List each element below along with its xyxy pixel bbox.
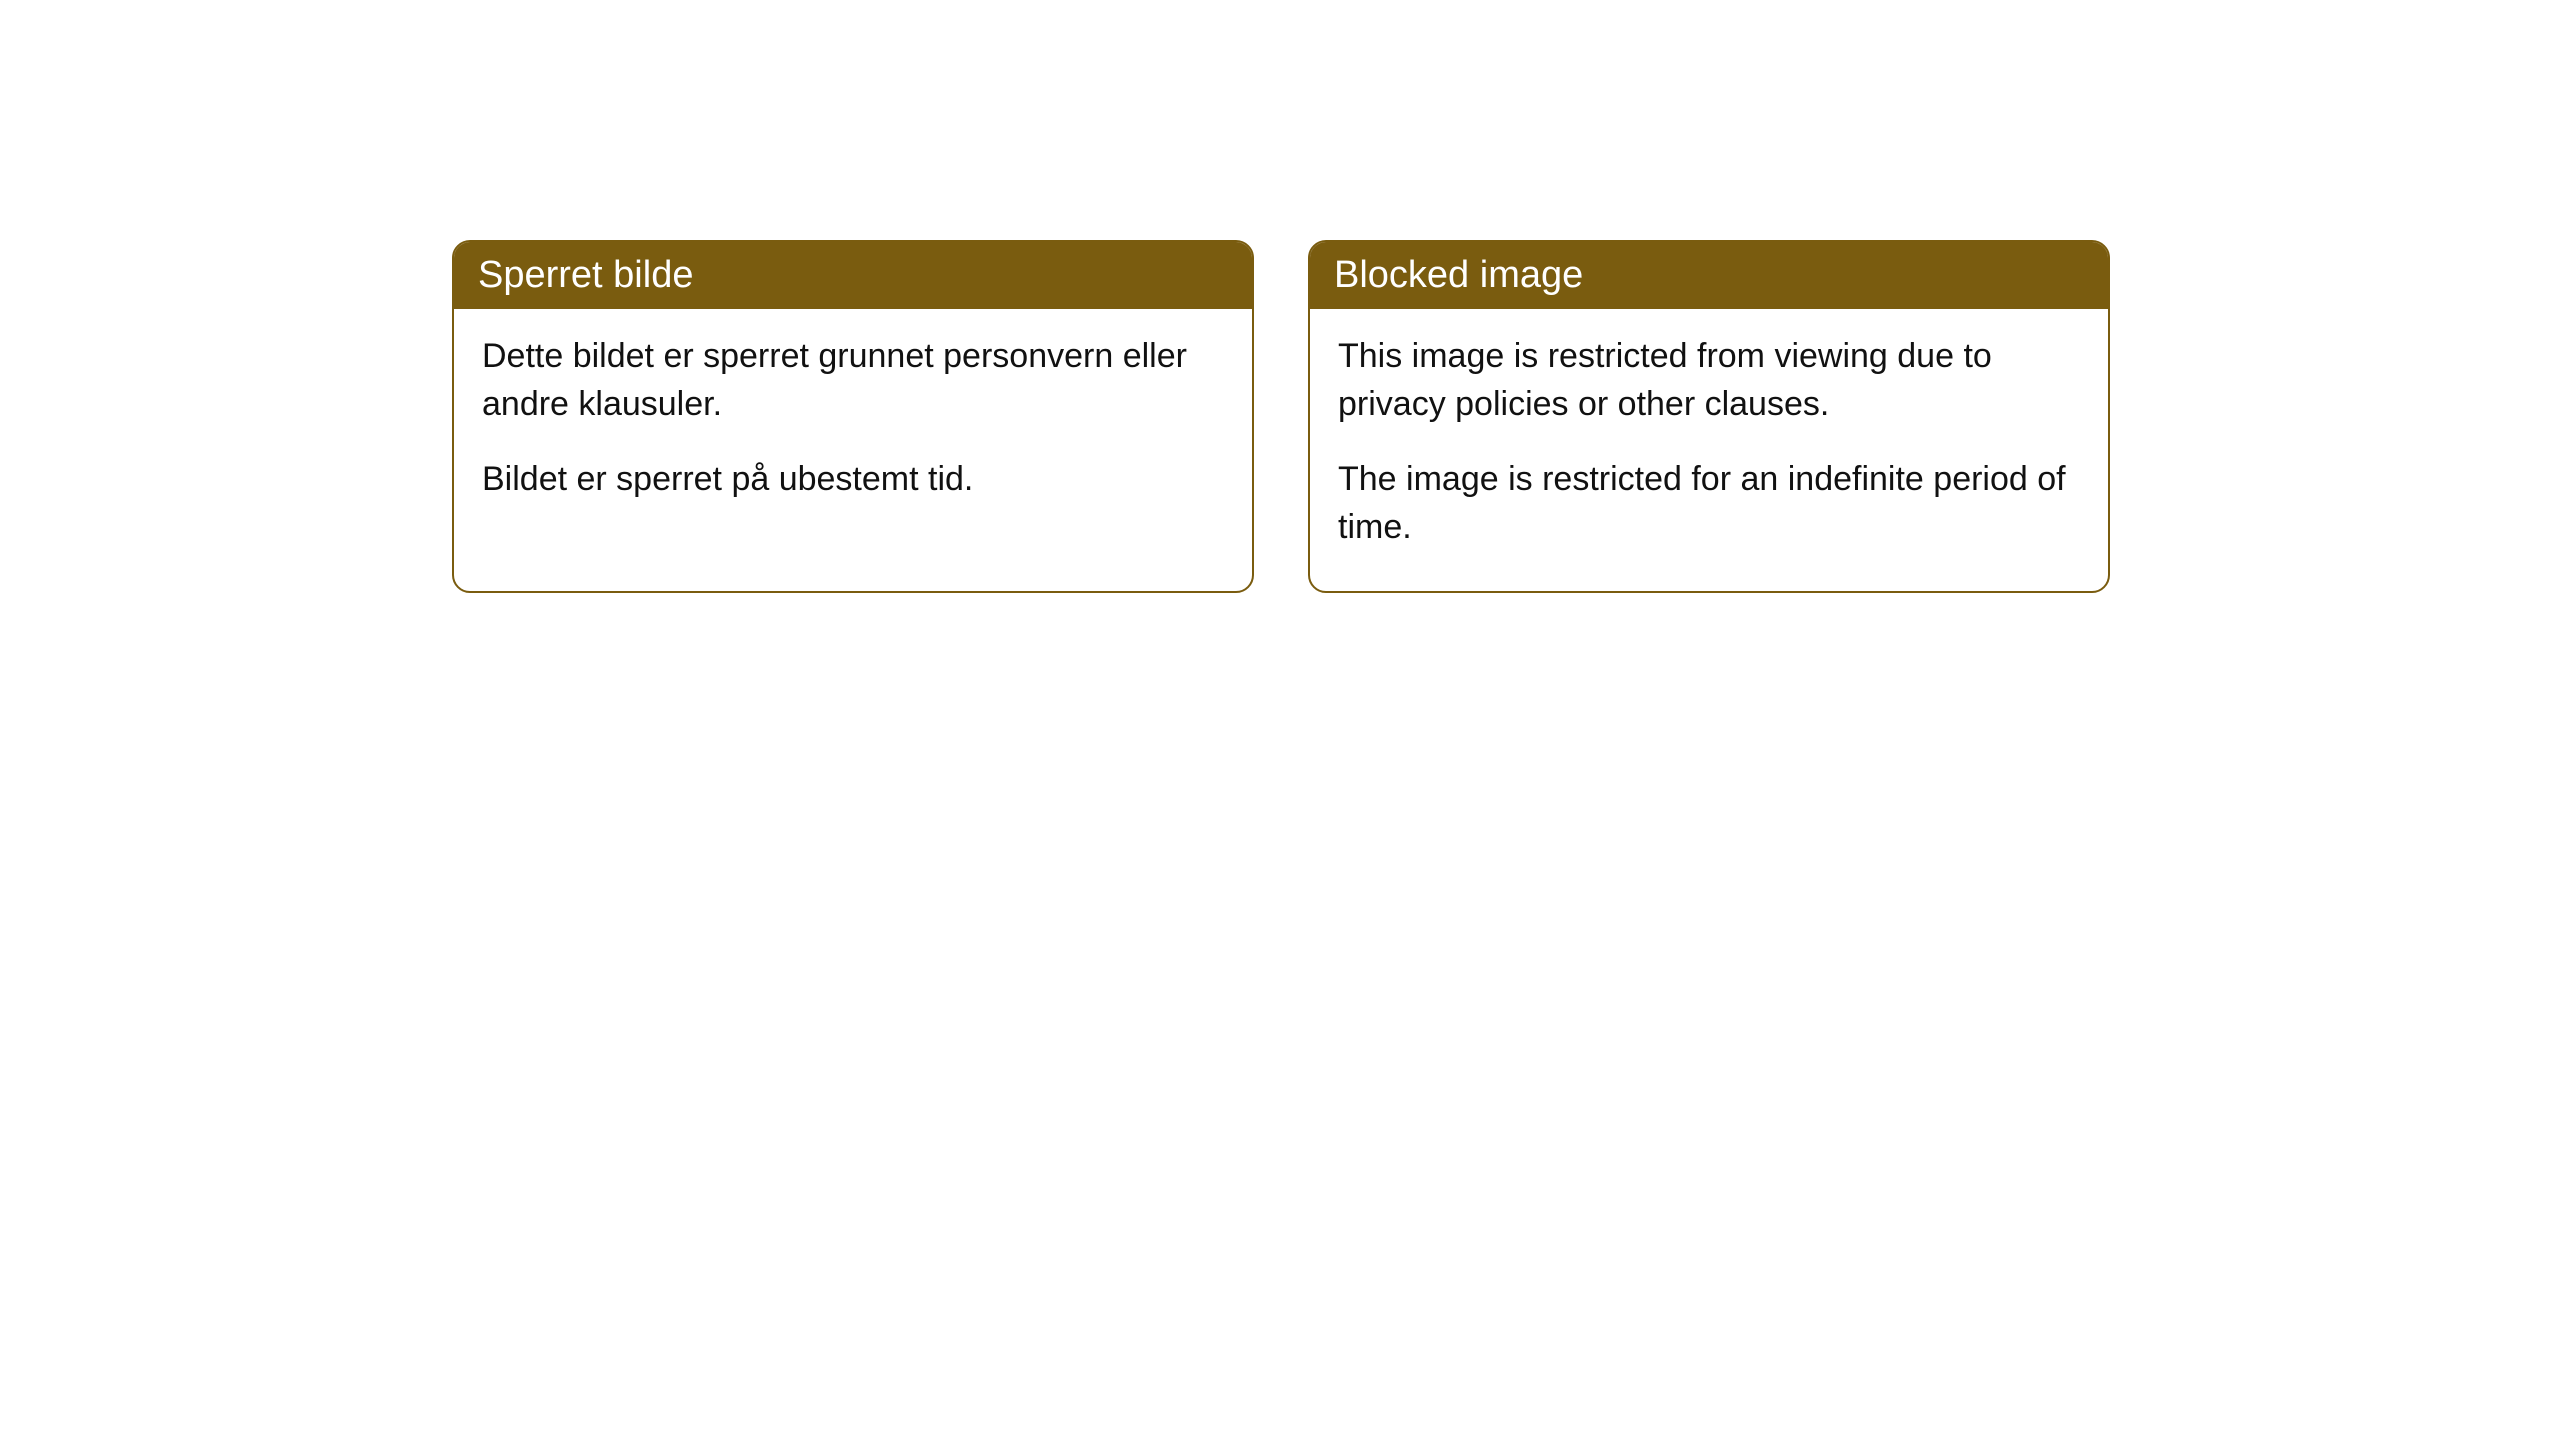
card-header-english: Blocked image	[1310, 242, 2108, 309]
card-header-norwegian: Sperret bilde	[454, 242, 1252, 309]
card-title-english: Blocked image	[1334, 254, 1583, 296]
card-paragraph-2-norwegian: Bildet er sperret på ubestemt tid.	[482, 456, 1224, 504]
blocked-image-card-english: Blocked image This image is restricted f…	[1308, 240, 2110, 593]
notice-cards-container: Sperret bilde Dette bildet er sperret gr…	[0, 0, 2560, 593]
card-body-norwegian: Dette bildet er sperret grunnet personve…	[454, 309, 1252, 544]
blocked-image-card-norwegian: Sperret bilde Dette bildet er sperret gr…	[452, 240, 1254, 593]
card-body-english: This image is restricted from viewing du…	[1310, 309, 2108, 591]
card-title-norwegian: Sperret bilde	[478, 254, 693, 296]
card-paragraph-1-norwegian: Dette bildet er sperret grunnet personve…	[482, 333, 1224, 428]
card-paragraph-1-english: This image is restricted from viewing du…	[1338, 333, 2080, 428]
card-paragraph-2-english: The image is restricted for an indefinit…	[1338, 456, 2080, 551]
